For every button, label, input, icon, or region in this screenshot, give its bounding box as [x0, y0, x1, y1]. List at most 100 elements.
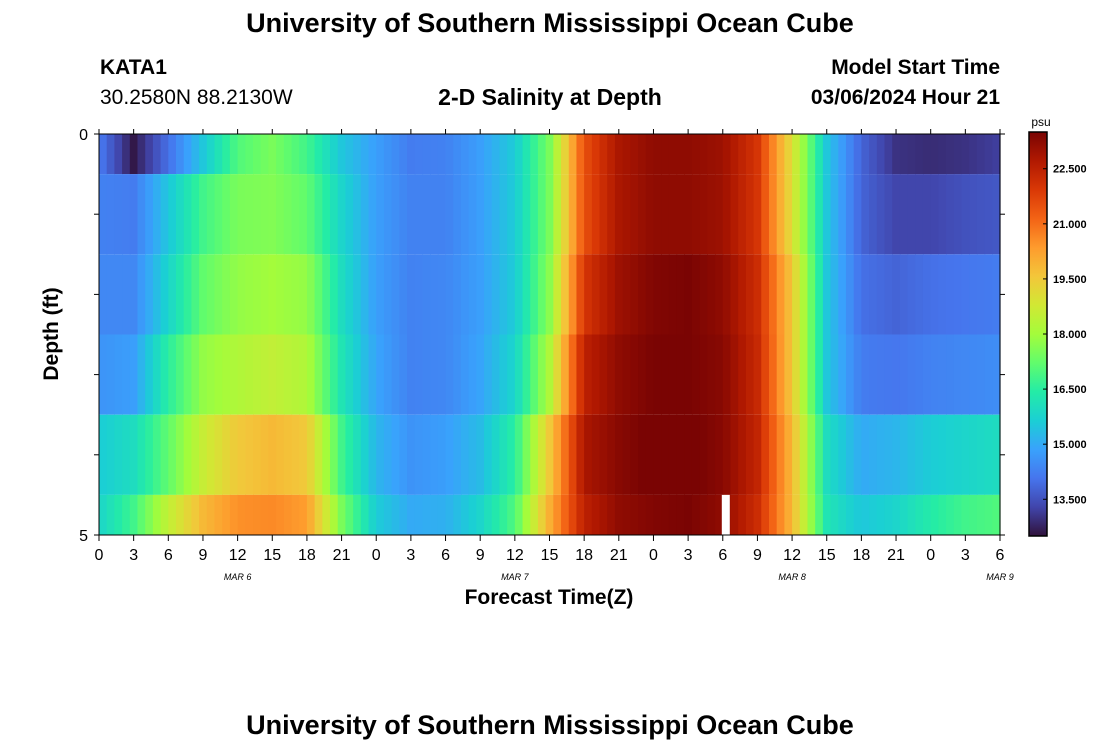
heatmap-cell — [715, 334, 724, 415]
heatmap-cell — [784, 254, 793, 335]
heatmap-cell — [768, 134, 778, 175]
heatmap-cell — [584, 334, 593, 415]
heatmap-cell — [853, 414, 862, 495]
heatmap-cell — [892, 414, 901, 495]
footer-title: University of Southern Mississippi Ocean… — [246, 710, 854, 740]
heatmap-cell — [753, 134, 762, 175]
heatmap-cell — [383, 254, 393, 335]
heatmap-cell — [653, 174, 662, 255]
heatmap-cell — [537, 414, 547, 495]
heatmap-cell — [337, 334, 347, 415]
heatmap-cell — [784, 174, 793, 255]
heatmap-cell — [430, 494, 439, 535]
heatmap-cell — [661, 494, 670, 535]
heatmap-cell — [792, 254, 801, 335]
heatmap-cell — [784, 334, 793, 415]
heatmap-cell — [453, 494, 462, 535]
heatmap-cell — [599, 414, 608, 495]
heatmap-cell — [476, 254, 485, 335]
heatmap-cell — [129, 254, 139, 335]
heatmap-cell — [722, 414, 732, 495]
heatmap-cell — [568, 254, 578, 335]
heatmap-cell — [753, 334, 762, 415]
heatmap-cell — [668, 134, 678, 175]
heatmap-cell — [761, 414, 770, 495]
heatmap-cell — [291, 494, 300, 535]
heatmap-cell — [245, 254, 254, 335]
heatmap-cell — [930, 414, 939, 495]
heatmap-cell — [253, 134, 262, 175]
heatmap-cell — [291, 134, 300, 175]
heatmap-cell — [922, 174, 932, 255]
heatmap-cell — [892, 494, 901, 535]
heatmap-cell — [399, 414, 408, 495]
heatmap-cell — [191, 254, 200, 335]
heatmap-cell — [360, 494, 370, 535]
heatmap-cell — [653, 414, 662, 495]
x-tick-label: 21 — [333, 547, 351, 564]
heatmap-cell — [414, 254, 424, 335]
heatmap-cell — [869, 414, 878, 495]
heatmap-cell — [730, 254, 739, 335]
heatmap-cell — [191, 134, 200, 175]
missing-data-gap — [721, 494, 730, 535]
heatmap-cell — [491, 334, 501, 415]
heatmap-cell — [237, 174, 246, 255]
heatmap-cell — [499, 254, 508, 335]
heatmap-cell — [684, 494, 693, 535]
heatmap-cell — [845, 174, 855, 255]
chart-subtitle: 2-D Salinity at Depth — [438, 84, 662, 110]
heatmap-cell — [676, 494, 685, 535]
heatmap-cell — [291, 334, 300, 415]
heatmap-cell — [884, 174, 893, 255]
heatmap-cell — [299, 334, 308, 415]
heatmap-cell — [445, 254, 454, 335]
heatmap-cell — [738, 174, 747, 255]
heatmap-cell — [276, 494, 285, 535]
heatmap-cell — [792, 494, 801, 535]
heatmap-cell — [930, 134, 939, 175]
heatmap-cell — [938, 414, 947, 495]
heatmap-cell — [391, 134, 400, 175]
heatmap-cell — [553, 414, 562, 495]
heatmap-cell — [283, 174, 293, 255]
heatmap-cell — [237, 254, 246, 335]
heatmap-cell — [183, 334, 193, 415]
y-axis-label: Depth (ft) — [40, 287, 63, 380]
heatmap-cell — [345, 334, 354, 415]
heatmap-cell — [460, 134, 470, 175]
heatmap-cell — [584, 134, 593, 175]
heatmap-cell — [383, 334, 393, 415]
heatmap-cell — [453, 414, 462, 495]
heatmap-cell — [907, 334, 916, 415]
heatmap-cell — [761, 494, 770, 535]
heatmap-cell — [561, 334, 570, 415]
heatmap-cell — [630, 174, 639, 255]
heatmap-cell — [245, 414, 254, 495]
heatmap-cell — [276, 254, 285, 335]
heatmap-cell — [830, 254, 839, 335]
x-tick-label: 15 — [541, 547, 559, 564]
heatmap-cell — [206, 334, 216, 415]
heatmap-cell — [930, 494, 939, 535]
heatmap-cell — [445, 494, 454, 535]
heatmap-cell — [591, 494, 601, 535]
heatmap-cell — [822, 414, 832, 495]
heatmap-cell — [853, 254, 862, 335]
heatmap-cell — [499, 494, 508, 535]
heatmap-cell — [152, 134, 162, 175]
heatmap-cell — [399, 174, 408, 255]
heatmap-cell — [353, 134, 362, 175]
heatmap-cell — [145, 494, 154, 535]
heatmap-cell — [614, 254, 624, 335]
x-tick-label: 18 — [575, 547, 593, 564]
heatmap-cell — [530, 174, 539, 255]
heatmap-cell — [907, 174, 916, 255]
heatmap-cell — [353, 334, 362, 415]
heatmap-cell — [614, 134, 624, 175]
heatmap-cell — [330, 494, 339, 535]
heatmap-cell — [715, 174, 724, 255]
heatmap-cell — [222, 174, 231, 255]
y-tick-label: 0 — [79, 127, 88, 144]
heatmap-cell — [414, 334, 424, 415]
